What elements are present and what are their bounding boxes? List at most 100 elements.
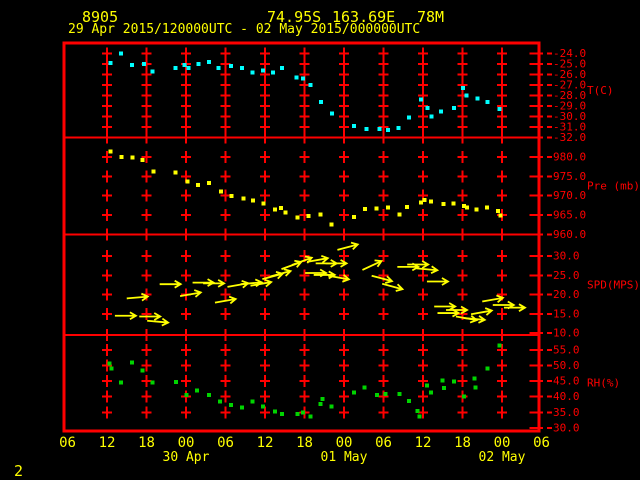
plot-frame xyxy=(62,41,541,433)
relative-humidity-point xyxy=(473,385,478,390)
x-axis-hour-label: 06 xyxy=(533,435,550,451)
relative-humidity-point xyxy=(451,379,456,384)
wind-arrow-glyph xyxy=(470,307,494,316)
y-axis-label: -31.0 xyxy=(553,121,586,134)
temperature-point xyxy=(396,126,401,131)
temperature-point xyxy=(261,68,266,73)
pressure-point xyxy=(195,182,200,187)
temperature-point xyxy=(150,69,155,74)
pressure-point xyxy=(283,210,288,215)
y-axis-label: 40.0 xyxy=(553,390,580,403)
relative-humidity-point xyxy=(295,412,300,417)
wind-arrow xyxy=(503,303,527,312)
relative-humidity-point xyxy=(374,392,379,397)
pressure-point xyxy=(151,169,156,174)
wind-arrow-glyph xyxy=(250,278,273,288)
time-range-title: 29 Apr 2015/120000UTC - 02 May 2015/0000… xyxy=(68,22,421,37)
wind-arrow xyxy=(407,260,430,269)
y-axis-label: -26.0 xyxy=(553,68,586,81)
temperature-point xyxy=(425,106,430,111)
wind-arrow xyxy=(313,270,337,280)
temperature-point xyxy=(407,115,412,120)
wind-arrow xyxy=(337,241,360,251)
pressure-point xyxy=(130,155,135,160)
wind-arrow-glyph xyxy=(126,292,150,302)
relative-humidity-point xyxy=(150,380,155,385)
x-axis-hour-label: 12 xyxy=(99,435,116,451)
y-axis-label: -27.0 xyxy=(553,79,586,92)
y-axis-label: 15.0 xyxy=(553,307,580,320)
relative-humidity-point xyxy=(320,397,325,402)
pressure-point xyxy=(278,206,283,211)
wind-arrow-glyph xyxy=(159,279,183,289)
pressure-point xyxy=(428,199,433,204)
x-axis-date-label: 30 Apr xyxy=(163,450,210,465)
wind-arrow xyxy=(179,289,203,298)
relative-humidity-point xyxy=(397,392,402,397)
y-axis-label: 970.0 xyxy=(553,189,586,202)
temperature-point xyxy=(377,127,382,132)
relative-humidity-point xyxy=(417,414,422,419)
y-axis-label: 20.0 xyxy=(553,288,580,301)
panel-unit-label: RH(%) xyxy=(587,377,620,390)
y-axis-label: -28.0 xyxy=(553,89,586,102)
y-axis-label: -24.0 xyxy=(553,47,586,60)
relative-humidity-point xyxy=(184,392,189,397)
wind-arrow-glyph xyxy=(313,270,337,280)
page-number: 2 xyxy=(14,462,24,480)
y-axis-label: 35.0 xyxy=(553,406,580,419)
pressure-point xyxy=(272,207,277,212)
relative-humidity-point xyxy=(497,343,502,348)
wind-arrow xyxy=(434,302,457,311)
wind-arrow-glyph xyxy=(434,302,457,311)
pressure-point xyxy=(498,213,503,218)
y-axis-label: 25.0 xyxy=(553,269,580,282)
wind-arrow xyxy=(227,279,250,289)
y-axis-label: 55.0 xyxy=(553,343,580,356)
relative-humidity-point xyxy=(207,392,212,397)
pressure-point xyxy=(405,204,410,209)
relative-humidity-point xyxy=(261,404,266,409)
relative-humidity-point xyxy=(107,361,112,366)
temperature-point xyxy=(318,99,323,104)
temperature-point xyxy=(250,70,255,75)
wind-arrow-glyph xyxy=(463,315,487,324)
wind-arrow xyxy=(416,265,440,274)
y-axis-label: 30.0 xyxy=(553,250,580,263)
relative-humidity-point xyxy=(329,404,334,409)
relative-humidity-point xyxy=(250,399,255,404)
pressure-point xyxy=(185,179,190,184)
relative-humidity-point xyxy=(472,376,477,381)
temperature-point xyxy=(186,66,191,71)
pressure-point xyxy=(119,154,124,159)
x-axis-hour-label: 18 xyxy=(454,435,471,451)
panel-unit-label: SPD(MPS) xyxy=(587,278,640,291)
wind-arrow xyxy=(371,274,394,284)
wind-arrow xyxy=(328,274,351,283)
wind-arrow xyxy=(250,278,273,288)
relative-humidity-point xyxy=(485,366,490,371)
x-axis-hour-label: 06 xyxy=(59,435,76,451)
y-axis-label: 980.0 xyxy=(553,150,586,163)
pressure-point xyxy=(306,213,311,218)
x-axis-hour-label: 12 xyxy=(257,435,274,451)
pressure-point xyxy=(241,196,246,201)
relative-humidity-point xyxy=(383,392,388,397)
relative-humidity-point xyxy=(424,383,429,388)
temperature-point xyxy=(364,127,369,132)
x-axis-hour-label: 00 xyxy=(494,435,511,451)
y-axis-label: -25.0 xyxy=(553,58,586,71)
relative-humidity-point xyxy=(272,409,277,414)
y-axis-label: 45.0 xyxy=(553,375,580,388)
temperature-point xyxy=(475,96,480,101)
relative-humidity-point xyxy=(415,409,420,414)
wind-arrow-glyph xyxy=(407,260,430,269)
pressure-point xyxy=(108,149,113,154)
pressure-point xyxy=(419,200,424,205)
y-axis-label: 30.0 xyxy=(553,421,580,434)
wind-arrow-glyph xyxy=(362,259,384,271)
wind-arrow xyxy=(214,295,238,305)
relative-humidity-point xyxy=(130,360,135,365)
pressure-point xyxy=(496,208,501,213)
